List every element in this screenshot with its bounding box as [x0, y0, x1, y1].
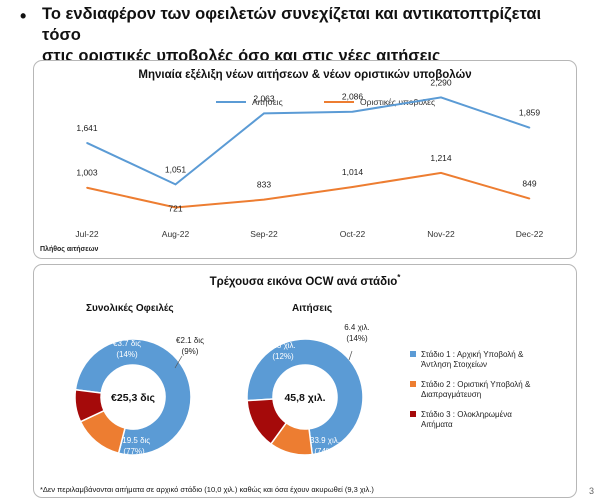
data-label: 833 [257, 180, 271, 190]
page-number: 3 [588, 486, 594, 496]
donut-slice [74, 338, 192, 456]
slice-amount-label: €3.7 δις [113, 339, 141, 348]
donut-charts: €19.5 δις (77%) €3.7 δις (14%) €2.1 δις (9%) €… [74, 323, 531, 456]
legend-label-submissions: Οριστικές υποβολές [360, 97, 435, 107]
donut-title-debts: Συνολικές Οφειλές [86, 303, 174, 314]
donut-slice [74, 388, 106, 423]
data-label: 721 [168, 204, 182, 214]
line-legend: Αιτήσεις Οριστικές υποβολές [216, 97, 435, 107]
data-point [528, 197, 531, 200]
headline-text: Το ενδιαφέρον των οφειλετών συνεχίζεται … [42, 4, 580, 67]
donut-center-label: 45,8 χιλ. [284, 392, 325, 404]
legend-label-applications: Αιτήσεις [252, 97, 283, 107]
data-point [174, 206, 177, 209]
headline: • Το ενδιαφέρον των οφειλετών συνεχίζετα… [20, 4, 580, 67]
data-point [351, 186, 354, 188]
legend-label: Αιτήματα [421, 420, 453, 429]
leader-line [348, 350, 353, 361]
y-axis-label: Πλήθος αιτήσεων [40, 245, 99, 253]
data-label: 1,641 [76, 123, 98, 133]
legend-label: Διαπραγμάτευση [421, 390, 481, 399]
x-tick-label: Sep-22 [250, 229, 278, 239]
data-label: 2,290 [430, 77, 452, 87]
data-point [440, 96, 442, 99]
x-tick-label: Jul-22 [75, 229, 98, 239]
series-line-submissions [86, 171, 530, 209]
slice-pct-label: (74%) [314, 447, 336, 456]
data-label: 849 [522, 179, 536, 189]
slice-pct-label: (77%) [123, 447, 145, 456]
donut-slice [246, 338, 364, 456]
slice-pct-label: (12%) [272, 352, 294, 361]
data-label: 1,859 [519, 108, 541, 118]
slice-amount-label: €2.1 δις [176, 336, 204, 345]
slice-pct-label: (14%) [116, 350, 138, 359]
leader-line [174, 355, 183, 369]
footnote: *Δεν περιλαμβάνονται αιτήματα σε αρχικό … [40, 485, 374, 494]
line-chart-panel: Μηνιαία εξέλιξη νέων αιτήσεων & νέων ορι… [33, 60, 577, 259]
line-chart-title: Μηνιαία εξέλιξη νέων αιτήσεων & νέων ορι… [138, 69, 472, 81]
donut-slice [246, 398, 288, 445]
data-label: 1,003 [76, 168, 98, 178]
data-label: 1,214 [430, 153, 452, 163]
data-point [86, 142, 88, 144]
legend-label: Στάδιο 1 : Αρχική Υποβολή & [421, 350, 524, 359]
x-tick-label: Dec-22 [516, 229, 544, 239]
data-label: 2,086 [342, 92, 364, 102]
legend-swatch [410, 381, 416, 387]
bullet-icon: • [20, 6, 27, 26]
x-tick-label: Nov-22 [427, 229, 455, 239]
data-point [440, 172, 442, 174]
slice-amount-label: 5.5 χιλ. [270, 341, 296, 350]
donut-center-label: €25,3 δις [111, 392, 155, 404]
data-point [528, 126, 531, 129]
data-point [263, 112, 265, 115]
data-point [351, 110, 354, 113]
ocw-title-text: Τρέχουσα εικόνα OCW ανά στάδιο [209, 275, 398, 288]
data-label: 1,051 [165, 164, 187, 174]
legend-swatch [410, 411, 416, 417]
ocw-panel: Τρέχουσα εικόνα OCW ανά στάδιο* Συνολικέ… [33, 264, 577, 498]
legend-label: Στάδιο 2 : Οριστική Υποβολή & [421, 380, 531, 389]
slice-amount-label: 33.9 χιλ. [310, 436, 340, 445]
series-line-applications [86, 96, 530, 186]
slice-pct-label: (14%) [346, 334, 368, 343]
donut-title-applications: Αιτήσεις [292, 303, 333, 314]
data-point [263, 198, 265, 201]
x-tick-label: Aug-22 [162, 229, 190, 239]
legend-label: Άντληση Στοιχείων [421, 360, 487, 369]
line-chart: Αιτήσεις Οριστικές υποβολές Jul-22 Aug-22… [40, 77, 544, 253]
legend-swatch [410, 351, 416, 357]
ocw-title: Τρέχουσα εικόνα OCW ανά στάδιο* [34, 273, 576, 288]
slice-pct-label: (9%) [182, 347, 199, 356]
data-point [86, 186, 88, 189]
slice-amount-label: €19.5 δις [118, 436, 150, 445]
slice-amount-label: 6.4 χιλ. [344, 323, 370, 332]
headline-line-1: Το ενδιαφέρον των οφειλετών συνεχίζεται … [42, 5, 542, 44]
legend-label: Στάδιο 3 : Ολοκληρωμένα [421, 410, 512, 419]
data-label: 1,014 [342, 167, 364, 177]
data-point [174, 183, 177, 186]
ocw-title-mark: * [397, 273, 401, 282]
x-tick-label: Oct-22 [340, 229, 366, 239]
data-label: 2,063 [253, 93, 275, 103]
